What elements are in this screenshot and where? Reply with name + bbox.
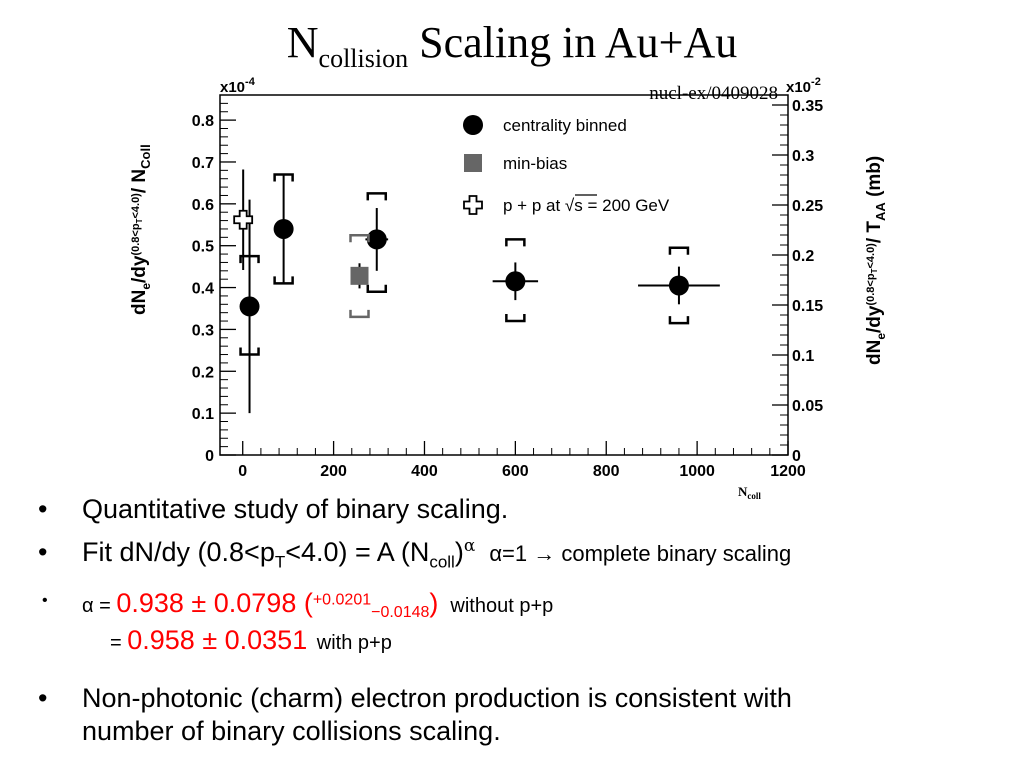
y-right-tick-label: 0.25 [792, 198, 823, 215]
sys-error-bracket [668, 246, 690, 255]
y-left-tick-label: 0.4 [192, 281, 214, 298]
y-right-tick-label: 0.1 [792, 348, 814, 365]
reference-label: nucl-ex/0409028 [649, 83, 778, 104]
x-tick-label: 200 [320, 463, 347, 480]
data-point [239, 296, 260, 317]
data-points [233, 169, 720, 414]
y-right-tick-label: 0.35 [792, 98, 823, 115]
data-point [350, 266, 369, 285]
x-tick-label: 1000 [679, 463, 715, 480]
y-left-tick-label: 0.5 [192, 239, 214, 256]
plot-area [219, 94, 789, 456]
y-left-tick-label: 0.7 [192, 155, 214, 172]
legend-marker-circle [463, 115, 483, 135]
y-left-multiplier: x10-4 [220, 76, 256, 96]
x-tick-label: 600 [502, 463, 529, 480]
x-tick-label: 1200 [770, 463, 806, 480]
data-point [273, 218, 294, 239]
sys-error-bracket [668, 316, 690, 325]
plot-frame [219, 94, 789, 456]
y-right-multiplier: x10-2 [786, 76, 821, 96]
y-right-exponent: -2 [811, 76, 821, 88]
x-axis-label-sub: coll [747, 491, 761, 500]
data-point [233, 209, 254, 230]
sys-error-bracket [349, 233, 370, 243]
legend-label: min-bias [503, 154, 567, 173]
sys-error-bracket [366, 284, 388, 293]
bullet-3-continued: = 0.958 ± 0.0351 with p+p [110, 625, 392, 655]
y-left-tick-label: 0 [205, 448, 214, 465]
data-point [366, 229, 387, 250]
y-left-tick-label: 0.8 [192, 113, 214, 130]
x-tick-label: 800 [593, 463, 620, 480]
sys-error-bracket [505, 238, 526, 247]
data-point [505, 271, 526, 292]
y-right-tick-label: 0.3 [792, 148, 814, 165]
y-left-axis-label: dNe/dy(0.8<pT<4.0)/ NColl [129, 144, 153, 315]
y-right-tick-label: 0.05 [792, 398, 823, 415]
sys-error-bracket [349, 309, 370, 319]
legend-marker-square [464, 154, 482, 172]
y-left-tick-label: 0.3 [192, 322, 214, 339]
x-tick-label: 0 [238, 463, 247, 480]
legend: centrality binned min-bias p + p at √s = 2… [463, 115, 670, 215]
legend-label: p + p at √s = 200 GeV [503, 196, 670, 215]
sys-error-bracket [366, 192, 388, 201]
y-right-tick-label: 0 [792, 448, 801, 465]
y-left-tick-label: 0.6 [192, 197, 214, 214]
legend-label: centrality binned [503, 116, 627, 135]
y-left-tick-label: 0.1 [192, 406, 214, 423]
legend-marker-open-cross [463, 195, 483, 215]
slide-title: Ncollision Scaling in Au+Au [286, 18, 738, 73]
x-axis-label: Ncoll [738, 484, 761, 500]
x-tick-label: 400 [411, 463, 438, 480]
y-right-axis-label: dNe/dy(0.8<pT<4.0)/ TAA (mb) [864, 156, 888, 365]
y-left-exponent: -4 [245, 76, 256, 88]
sys-error-bracket [505, 314, 526, 323]
y-left-tick-label: 0.2 [192, 364, 214, 381]
y-right-tick-label: 0.2 [792, 248, 814, 265]
data-point [668, 275, 689, 296]
chart: centrality binned min-bias p + p at √s = 2… [129, 76, 888, 500]
y-right-tick-label: 0.15 [792, 298, 823, 315]
